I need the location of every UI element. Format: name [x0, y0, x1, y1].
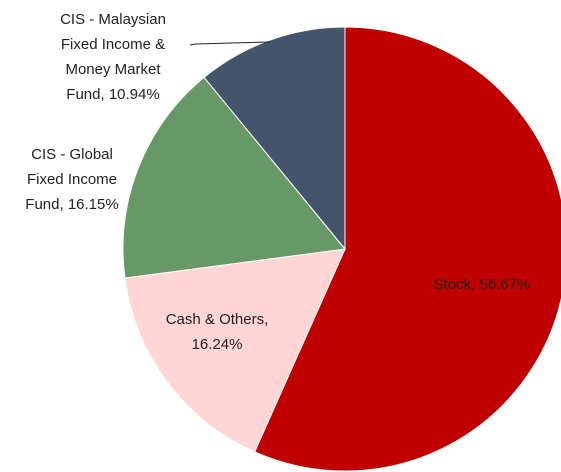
- data-label: Fund, 16.15%: [25, 196, 118, 213]
- data-label: Cash & Others,: [166, 311, 269, 328]
- data-label: Stock, 56.67%: [434, 276, 531, 293]
- data-label: Money Market: [65, 61, 161, 78]
- data-label: Fund, 10.94%: [66, 86, 159, 103]
- data-label: Fixed Income: [27, 171, 117, 188]
- data-label: 16.24%: [192, 336, 243, 353]
- slices: [122, 26, 561, 472]
- pie-slice: [203, 26, 346, 251]
- pie-slice: [124, 248, 346, 453]
- pie-slice: [122, 76, 346, 279]
- leader-line: [189, 41, 271, 46]
- data-label: CIS - Malaysian: [60, 11, 166, 28]
- data-label: Fixed Income &: [61, 36, 165, 53]
- pie-slice: [254, 26, 561, 472]
- data-label: CIS - Global: [31, 146, 113, 163]
